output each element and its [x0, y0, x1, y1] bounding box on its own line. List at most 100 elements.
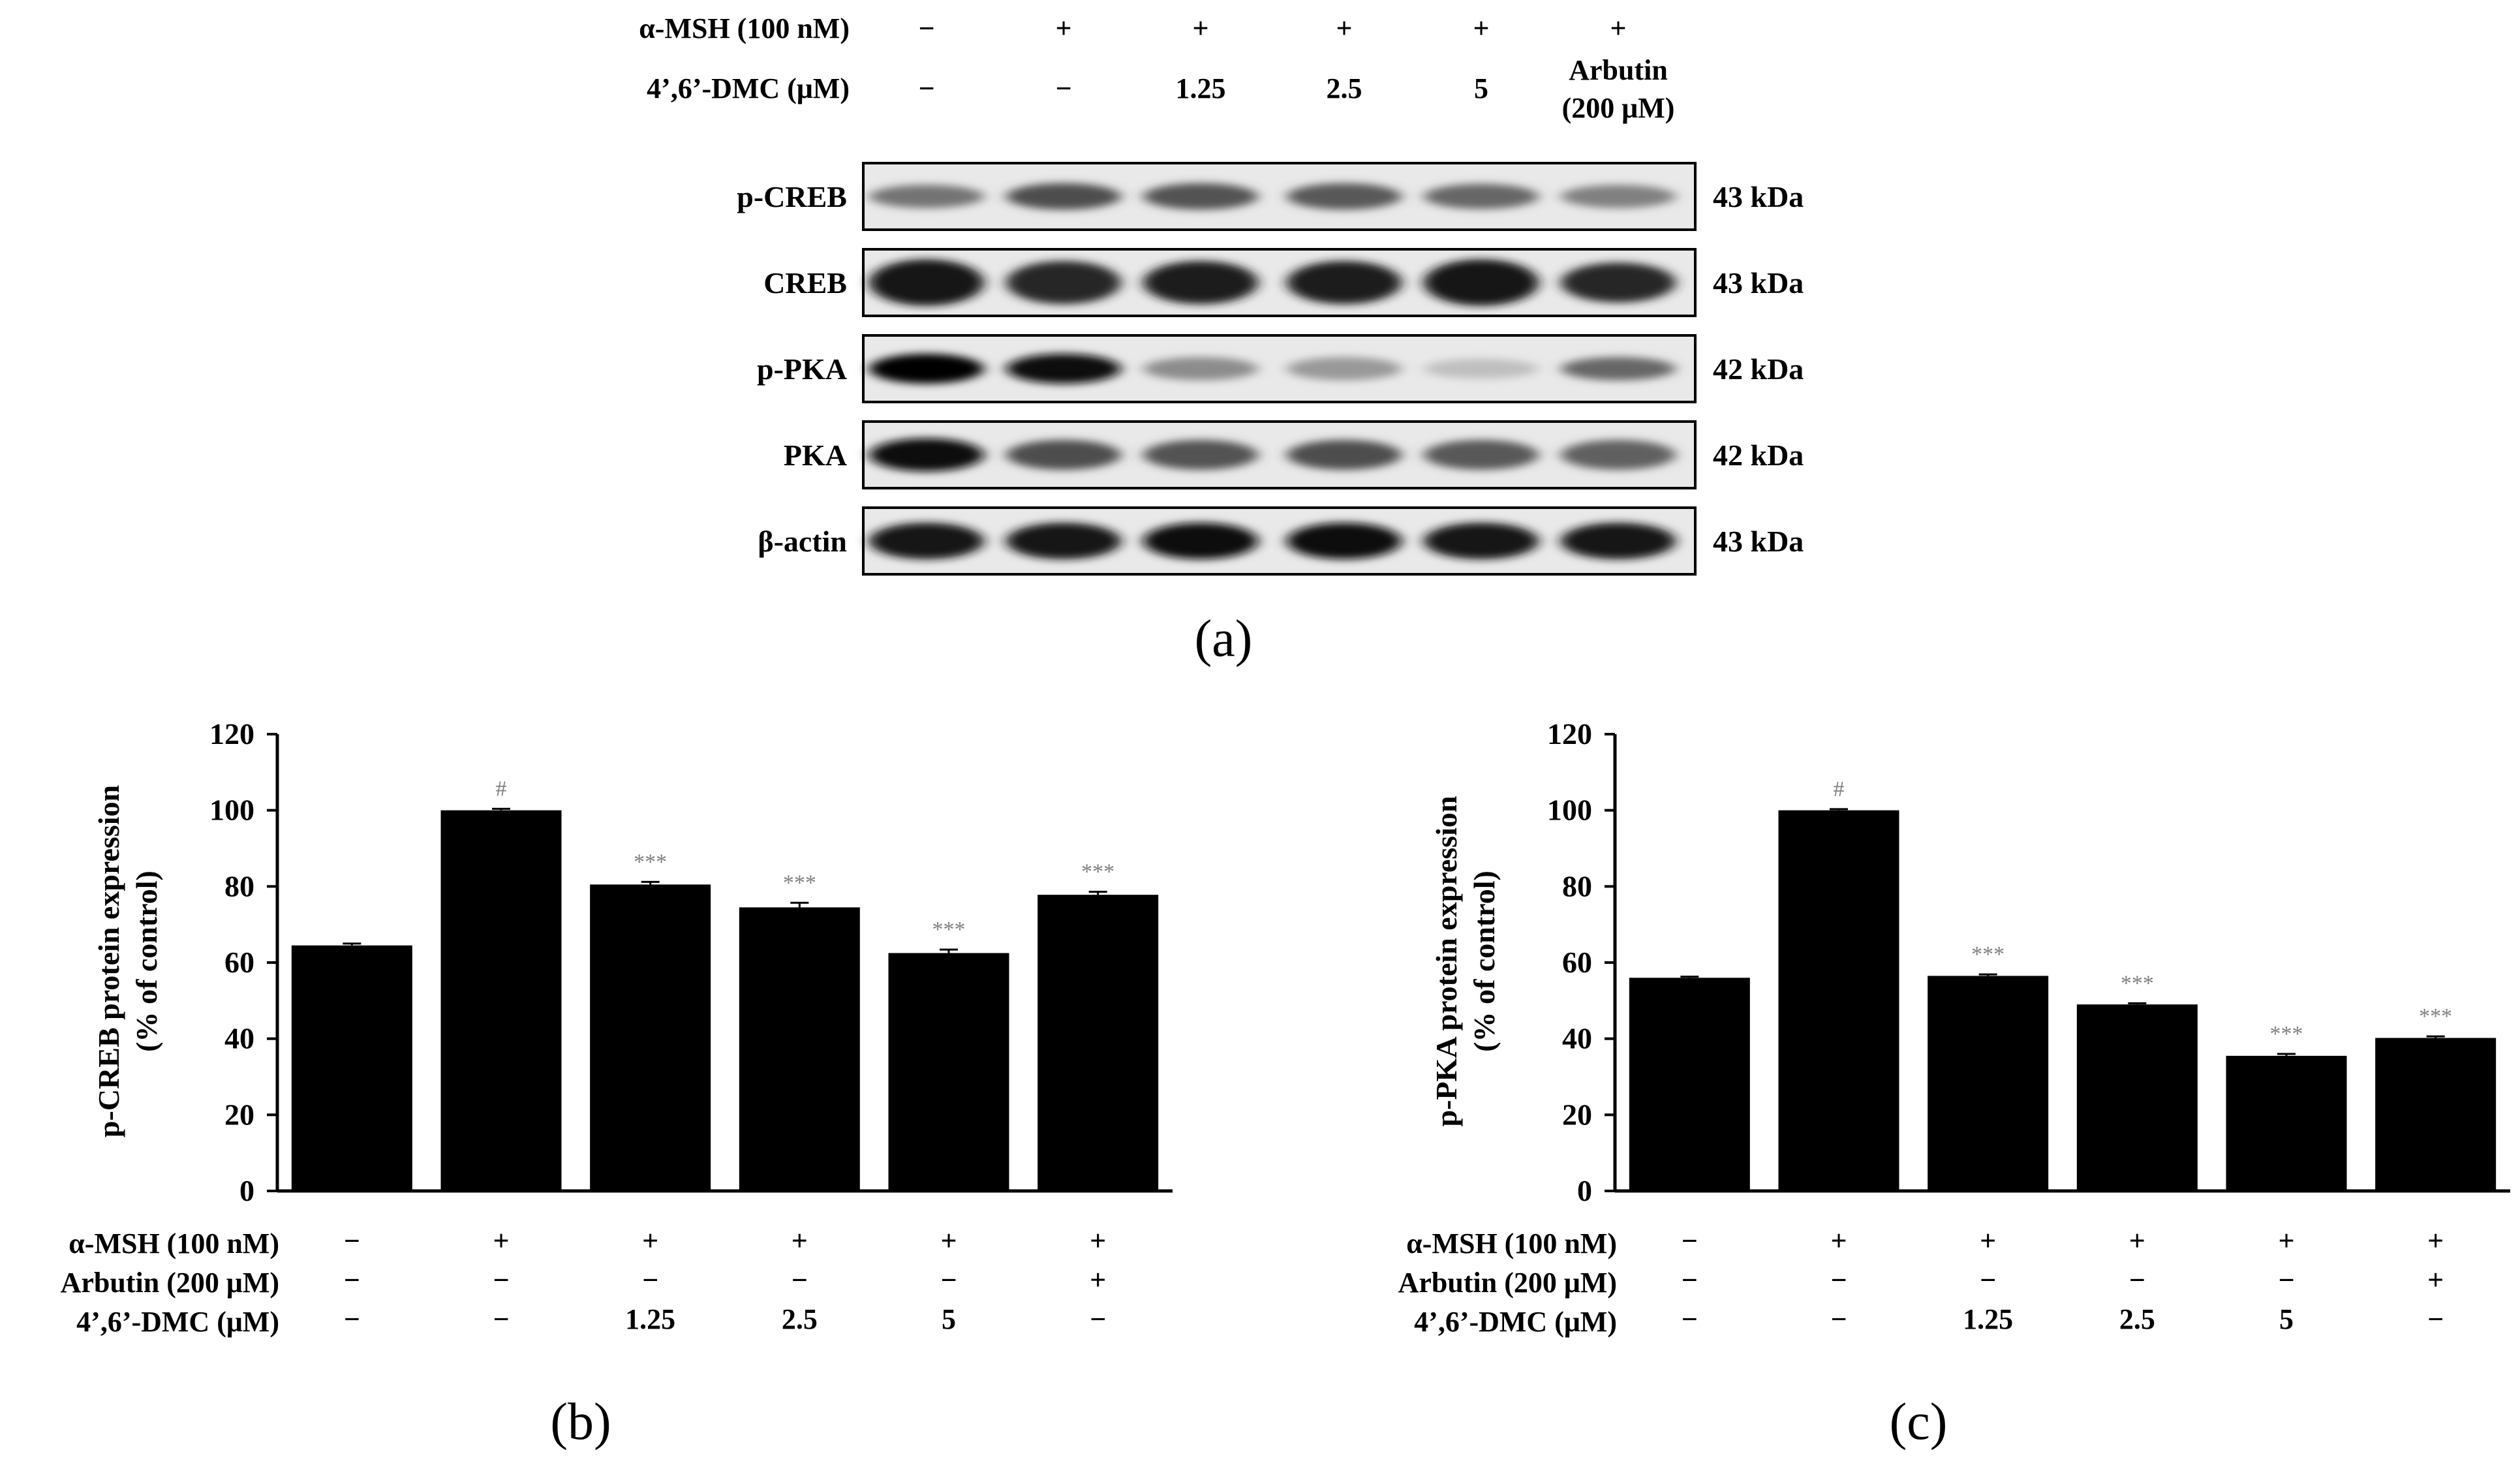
pcreb-bar-chart: 0 20 40 60 80 100 120 # *** *** *** *** α-MSH (100 n… [61, 717, 1173, 1338]
bar [1778, 810, 1899, 1191]
treatment-value: 5 [1474, 72, 1488, 104]
treatment-value: + [642, 1225, 658, 1257]
panel-c-caption: (c) [1890, 1393, 1948, 1451]
ppka-y-axis-label-unit: (% of control) [1467, 871, 1501, 1052]
ppka-bar-chart: 0 20 40 60 80 100 120 # *** *** *** *** α-MSH (100 n… [1398, 717, 2510, 1338]
bar [888, 953, 1009, 1191]
treatment-value: − [344, 1303, 360, 1335]
blot-band [1143, 522, 1258, 560]
bar [590, 884, 711, 1191]
treatment-value: + [2427, 1264, 2444, 1296]
pcreb-y-axis-label-unit: (% of control) [130, 871, 163, 1052]
blot-PKA: PKA 42 kDa [784, 420, 1804, 489]
panel-b-caption: (b) [550, 1393, 611, 1451]
blot-protein-label: CREB [763, 266, 847, 300]
treatment-value: + [2129, 1225, 2145, 1257]
significance-marker: *** [634, 850, 667, 874]
treatment-value: 1.25 [625, 1303, 675, 1335]
blot-strip [862, 420, 1697, 489]
treatment-value: − [918, 72, 934, 104]
blot-strip [862, 248, 1697, 317]
y-tick-label: 100 [209, 794, 254, 827]
treatment-value: − [642, 1264, 658, 1296]
blot-band [1006, 260, 1121, 305]
y-tick-label: 40 [1562, 1022, 1592, 1055]
pcreb-y-axis-label: p-CREB protein expression [92, 785, 125, 1137]
blot-band [1424, 259, 1539, 306]
treatment-row-label: α-MSH (100 nM) [1406, 1228, 1617, 1259]
y-tick-label: 20 [1562, 1098, 1592, 1131]
blot-band [869, 438, 984, 472]
blot-band [1006, 183, 1121, 210]
panel-c-ppka-chart: 0 20 40 60 80 100 120 # *** *** *** *** α-MSH (100 n… [1398, 717, 2510, 1451]
blot-band [1561, 440, 1676, 470]
treatment-value: 2.5 [1327, 72, 1362, 104]
y-tick-label: 0 [239, 1174, 254, 1207]
blot-p-PKA: p-PKA 42 kDa [757, 334, 1804, 403]
blot-band [1424, 522, 1539, 560]
blot-band [869, 185, 984, 208]
treatment-row-label: Arbutin (200 μM) [1398, 1267, 1617, 1299]
y-tick-label: 60 [224, 946, 254, 979]
bar [2076, 1004, 2198, 1191]
significance-marker: # [1834, 777, 1845, 801]
bar [2375, 1038, 2497, 1191]
blot-band [1143, 357, 1258, 380]
blot-band [1287, 440, 1402, 470]
blot-band [1006, 440, 1121, 470]
bar [1037, 895, 1159, 1191]
blot-band [1561, 262, 1676, 303]
blot-strip [862, 506, 1697, 576]
y-tick-label: 60 [1562, 946, 1592, 979]
bar [739, 907, 860, 1191]
blot-strip [862, 334, 1697, 403]
treatment-value: − [918, 12, 934, 44]
blot-band [869, 354, 984, 384]
treatment-value: + [493, 1225, 509, 1257]
blot-band [869, 259, 984, 306]
treatment-value: + [1192, 12, 1208, 44]
treatment-value-extra: (200 μM) [1562, 92, 1675, 124]
significance-marker: *** [1971, 942, 2005, 966]
blot-band [1287, 183, 1402, 210]
y-tick-label: 100 [1547, 794, 1592, 827]
treatment-value: − [2427, 1303, 2444, 1335]
blot-β-actin: β-actin 43 kDa [758, 506, 1804, 576]
panel-a-caption: (a) [1195, 610, 1253, 668]
blot-size-label: 43 kDa [1713, 180, 1804, 213]
treatment-value: + [2278, 1225, 2294, 1257]
treatment-value: − [940, 1264, 957, 1296]
treatment-value: − [493, 1264, 509, 1296]
treatment-value: − [1980, 1264, 1996, 1296]
bar [1928, 976, 2049, 1191]
y-tick-label: 20 [224, 1098, 254, 1131]
blot-band [1424, 358, 1539, 379]
blot-band [1143, 260, 1258, 305]
treatment-row-label: Arbutin (200 μM) [61, 1267, 279, 1299]
blot-protein-label: PKA [784, 439, 847, 472]
treatment-value: − [1682, 1303, 1698, 1335]
blot-band [1006, 354, 1121, 384]
treatment-row-label: 4’,6’-DMC (μM) [1414, 1306, 1617, 1338]
y-tick-label: 120 [209, 717, 254, 750]
treatment-value: + [1610, 12, 1626, 44]
y-tick-label: 80 [224, 869, 254, 903]
treatment-value: + [1473, 12, 1489, 44]
blot-size-label: 43 kDa [1713, 525, 1804, 558]
blot-strip [862, 162, 1697, 231]
blot-band [1143, 183, 1258, 210]
significance-marker: *** [1081, 860, 1114, 884]
treatment-value: − [344, 1225, 360, 1257]
blot-band [1287, 260, 1402, 305]
blot-size-label: 42 kDa [1713, 439, 1804, 472]
treatment-value: − [1682, 1264, 1698, 1296]
blot-band [1287, 522, 1402, 560]
blot-protein-label: p-CREB [737, 180, 847, 213]
y-tick-label: 120 [1547, 717, 1592, 750]
blot-band [869, 522, 984, 560]
significance-marker: *** [2419, 1004, 2452, 1028]
panel-a-western-blot: α-MSH (100 nM) − + + + + +4’,6’-DMC (μM) − − 1.25… [639, 12, 1804, 668]
significance-marker: # [496, 777, 507, 801]
y-tick-label: 40 [224, 1022, 254, 1055]
